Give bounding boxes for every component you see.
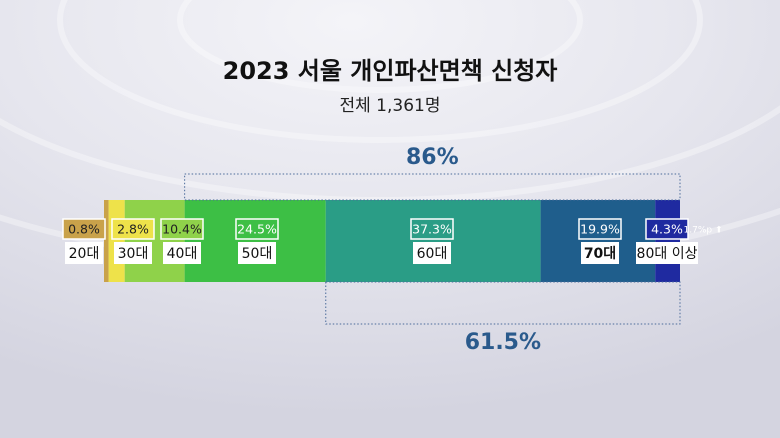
category-label: 30대 bbox=[118, 246, 149, 262]
category-label: 70대 bbox=[584, 246, 616, 262]
category-label-box bbox=[636, 242, 698, 264]
category-label-box bbox=[413, 242, 451, 264]
bracket-label: 61.5% bbox=[465, 330, 541, 355]
bar-segment bbox=[104, 200, 109, 282]
category-label: 40대 bbox=[167, 246, 198, 262]
value-label-box bbox=[111, 218, 155, 240]
value-label-box bbox=[62, 218, 106, 240]
category-label: 60대 bbox=[417, 246, 448, 262]
value-label-box bbox=[235, 218, 279, 240]
value-label: 24.5% bbox=[237, 222, 277, 237]
bar-segment bbox=[124, 200, 185, 282]
value-label: 19.9% bbox=[580, 222, 620, 237]
bar-segment bbox=[108, 200, 125, 282]
category-label-box bbox=[581, 242, 619, 264]
bracket bbox=[325, 281, 681, 325]
category-label-box bbox=[238, 242, 276, 264]
value-label-box bbox=[410, 218, 454, 240]
bracket-label: 86% bbox=[406, 145, 459, 170]
category-label-box bbox=[65, 242, 103, 264]
chart-subtitle: 전체 1,361명 bbox=[340, 96, 441, 116]
value-label: 37.3% bbox=[412, 222, 452, 237]
value-label: 10.4% bbox=[162, 222, 202, 237]
value-label: 2.8% bbox=[117, 222, 149, 237]
chart-title: 2023 서울 개인파산면책 신청자 bbox=[223, 57, 558, 85]
category-label: 20대 bbox=[69, 246, 100, 262]
value-label-box bbox=[645, 218, 689, 240]
category-label-box bbox=[114, 242, 152, 264]
bar-segment bbox=[540, 200, 656, 282]
annotation: 1.7%p ⬆ bbox=[684, 226, 723, 236]
value-label-box bbox=[160, 218, 204, 240]
bar-segment bbox=[655, 200, 680, 282]
category-label: 50대 bbox=[242, 246, 273, 262]
category-label-box bbox=[163, 242, 201, 264]
bar-segment bbox=[184, 200, 326, 282]
bracket bbox=[184, 173, 681, 201]
category-label: 80대 이상 bbox=[637, 246, 698, 262]
value-label: 0.8% bbox=[68, 222, 100, 237]
bar-segment bbox=[325, 200, 541, 282]
value-label-box bbox=[578, 218, 622, 240]
value-label: 4.3% bbox=[651, 222, 683, 237]
